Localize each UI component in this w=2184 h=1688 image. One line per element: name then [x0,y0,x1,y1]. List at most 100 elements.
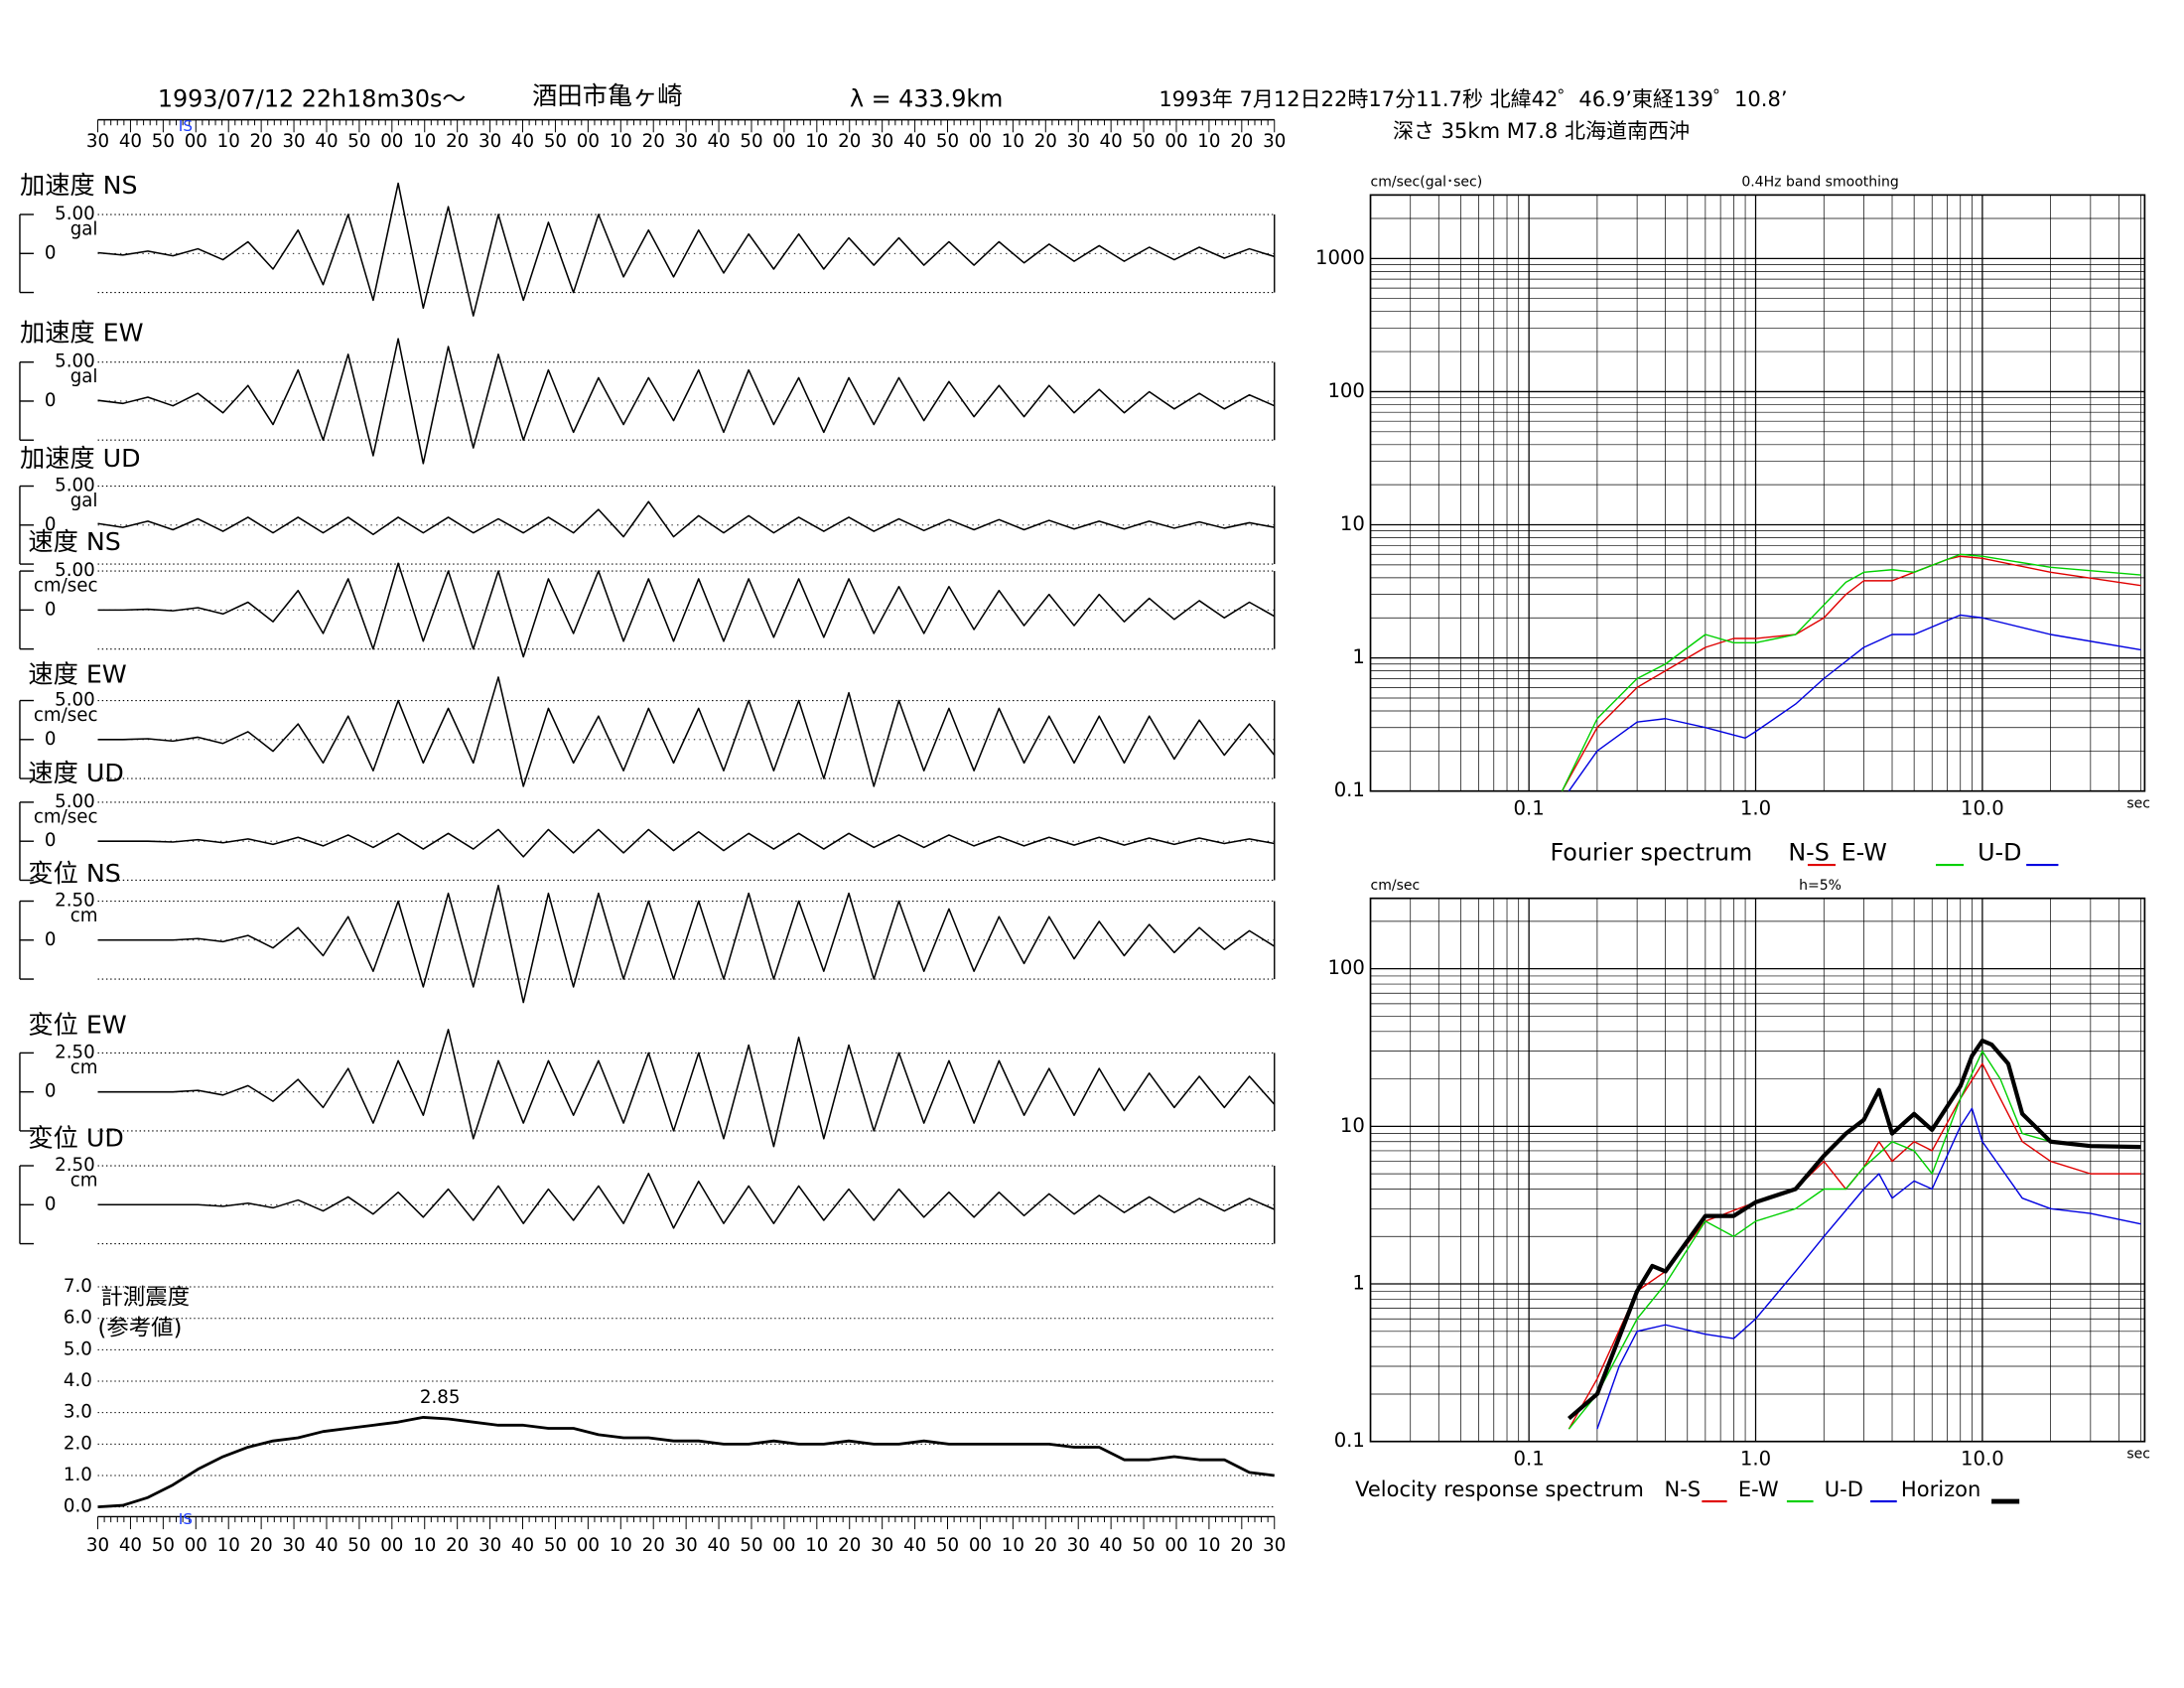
y-axis-label: cm/sec(gal･sec) [1371,175,1483,191]
time-tick-label: 10 [805,131,828,152]
time-tick-label: 40 [1100,131,1123,152]
scale-label: 0 [45,514,57,535]
y-tick-label: 2.0 [64,1433,92,1454]
time-tick-label: 30 [1067,1535,1090,1556]
time-tick-label: 10 [217,1535,240,1556]
is-marker: IS [179,117,193,135]
legend-label: U-D [1825,1477,1863,1501]
legend-label: U-D [1978,838,2021,866]
plot-title: 0.4Hz band smoothing [1741,175,1899,191]
time-tick-label: 00 [969,1535,992,1556]
time-tick-label: 10 [610,131,632,152]
origin: 1993年 7月12日22時17分11.7秒 北緯42゜46.9’東経139゜1… [1159,86,1787,111]
time-tick-label: 10 [1002,131,1024,152]
series-line [1568,614,2141,792]
time-tick-label: 10 [1197,1535,1220,1556]
trace-label: 加速度 NS [20,171,138,200]
legend-label: N-S [1788,838,1830,866]
intensity-subtitle: (参考値) [98,1316,183,1341]
y-tick-label: 10 [1340,1114,1365,1137]
y-tick-label: 4.0 [64,1370,92,1391]
scale-label: 5.00 [55,791,95,812]
time-tick-label: 30 [478,1535,501,1556]
trace-label: 加速度 UD [20,444,141,473]
time-tick-label: 10 [413,131,436,152]
scale-label: 5.00 [55,352,95,372]
time-tick-label: 20 [250,131,273,152]
time-tick-label: 50 [152,131,175,152]
x-tick-label: 0.1 [1514,1447,1545,1470]
legend-label: E-W [1842,838,1887,866]
time-tick-label: 30 [282,131,305,152]
time-tick-label: 50 [740,1535,762,1556]
time-tick-label: 20 [250,1535,273,1556]
time-tick-label: 30 [282,1535,305,1556]
scale-label: 2.50 [55,1042,95,1062]
y-tick-label: 7.0 [64,1276,92,1297]
legend-label: Horizon [1901,1477,1980,1501]
unit-label: cm/sec [34,576,98,597]
time-tick-label: 00 [1164,131,1187,152]
time-tick-label: 00 [1164,1535,1187,1556]
unit-label: gal [70,366,98,387]
series-line [97,500,1275,538]
time-tick-label: 40 [315,131,338,152]
time-tick-label: 20 [642,131,665,152]
time-tick-label: 10 [1002,1535,1024,1556]
legend-label: N-S [1664,1477,1701,1501]
x-tick-label: 0.1 [1514,796,1545,819]
time-tick-label: 50 [1132,131,1155,152]
x-tick-label: 1.0 [1740,1447,1771,1470]
series-line [97,1029,1276,1148]
series-line [1568,1050,2141,1430]
date-time: 1993/07/12 22h18m30s〜 [158,84,466,112]
series-line [1596,1107,2141,1430]
time-tick-label: 50 [544,1535,567,1556]
is-marker: IS [179,1510,193,1528]
time-tick-label: 20 [446,131,469,152]
x-tick-label: 1.0 [1740,796,1771,819]
time-tick-label: 30 [675,1535,698,1556]
time-tick-label: 30 [1067,131,1090,152]
y-tick-label: 100 [1327,956,1364,979]
unit-label: gal [70,491,98,511]
trace-label: 速度 UD [28,759,123,787]
scale-label: 0 [45,929,57,950]
unit-label: cm/sec [34,806,98,827]
scale-label: 0 [45,729,57,750]
plot-title: h=5% [1799,878,1842,894]
series-line [97,828,1275,858]
time-tick-label: 10 [1197,131,1220,152]
scale-label: 5.00 [55,476,95,496]
time-tick-label: 50 [740,131,762,152]
time-tick-label: 00 [577,1535,600,1556]
y-tick-label: 3.0 [64,1402,92,1423]
time-tick-label: 40 [511,131,534,152]
time-tick-label: 40 [315,1535,338,1556]
series-line [97,885,1276,1004]
station: 酒田市亀ヶ崎 [532,81,682,110]
series-line [1567,1038,2141,1421]
scale-label: 0 [45,599,57,620]
series-line [97,562,1276,658]
x-axis-label: sec [2126,1446,2150,1462]
distance: λ = 433.9km [850,84,1003,112]
series-line [1561,555,2141,792]
time-tick-label: 50 [347,131,370,152]
scale-label: 0 [45,242,57,263]
time-tick-label: 20 [446,1535,469,1556]
source: 深さ 35km M7.8 北海道南西沖 [1393,118,1690,143]
unit-label: cm [70,906,98,926]
scale-label: 2.50 [55,1155,95,1176]
y-tick-label: 5.0 [64,1338,92,1359]
time-tick-label: 30 [871,131,893,152]
series-line [97,182,1275,317]
time-tick-label: 00 [380,131,403,152]
time-tick-label: 30 [871,1535,893,1556]
time-tick-label: 50 [936,131,959,152]
scale-label: 0 [45,830,57,851]
time-tick-label: 30 [675,131,698,152]
unit-label: cm [70,1057,98,1078]
